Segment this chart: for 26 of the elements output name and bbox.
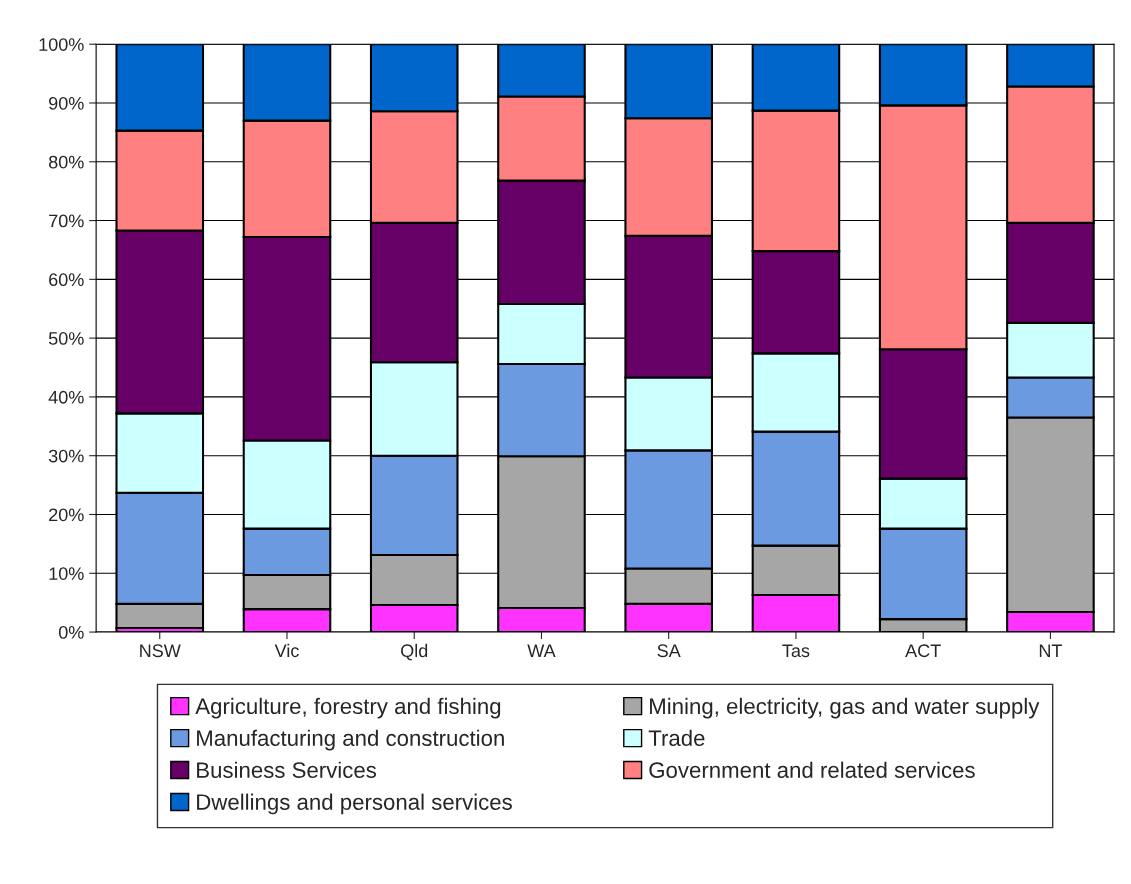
y-tick-label: 10% xyxy=(49,567,84,580)
y-tick-label: 40% xyxy=(48,390,84,404)
legend-label: Business Services xyxy=(197,761,377,778)
x-tick-label: NT xyxy=(1039,644,1063,657)
legend-label: Mining, electricity, gas and water supply xyxy=(650,697,1040,719)
y-tick-label: 20% xyxy=(49,508,84,522)
x-tick-label: Vic xyxy=(274,643,299,658)
y-tick-label: 50% xyxy=(48,332,84,345)
x-tick-label: SA xyxy=(657,644,681,658)
y-tick-label: 100% xyxy=(39,38,84,51)
x-tick-label: NSW xyxy=(140,644,181,658)
y-tick-label: 30% xyxy=(48,449,84,463)
y-tick-label: 70% xyxy=(49,214,84,228)
y-tick-label: 80% xyxy=(48,155,84,169)
y-tick-label: 0% xyxy=(58,625,84,639)
legend-label: Government and related services xyxy=(649,761,975,778)
x-tick-label: Tas xyxy=(782,644,810,658)
legend-label: Trade xyxy=(648,729,705,747)
x-tick-label: ACT xyxy=(905,644,941,658)
legend-label: Dwellings and personal services xyxy=(197,793,512,815)
legend-label: Manufacturing and construction xyxy=(197,729,504,751)
x-tick-label: Qld xyxy=(401,643,428,661)
legend-label: Agriculture, forestry and fishing xyxy=(195,697,501,719)
x-tick-label: WA xyxy=(527,644,556,657)
y-tick-label: 90% xyxy=(49,96,84,110)
y-tick-label: 60% xyxy=(49,273,84,287)
